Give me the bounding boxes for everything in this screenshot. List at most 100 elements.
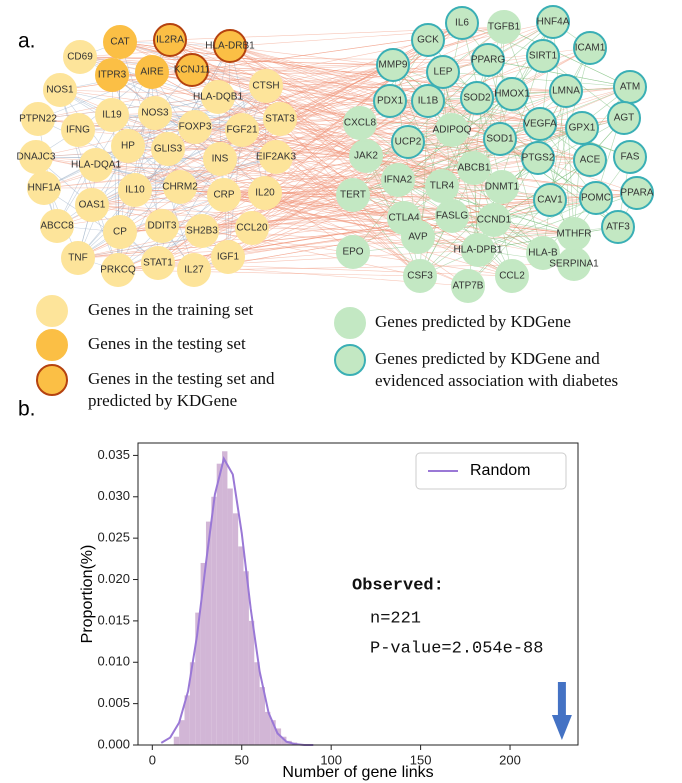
edge [442, 71, 631, 88]
edge [194, 126, 575, 265]
gene-node [435, 113, 469, 147]
gene-label: GLIS3 [154, 144, 183, 155]
gene-node [163, 170, 197, 204]
gene-node [178, 110, 212, 144]
gene-node [411, 84, 445, 118]
gene-node [153, 23, 187, 57]
gene-label: CTLA4 [388, 213, 420, 224]
y-tick-label: 0.025 [97, 530, 130, 545]
gene-label: LMNA [552, 86, 580, 97]
gene-label: PRKCQ [100, 265, 136, 276]
gene-label: PTGS2 [522, 153, 555, 164]
gene-node [151, 132, 185, 166]
edge [201, 155, 367, 232]
gene-node [203, 142, 237, 176]
gene-node [211, 240, 245, 274]
gene-node [40, 209, 74, 243]
gene-node [411, 23, 445, 57]
gene-node [579, 181, 613, 215]
gene-label: FASLG [436, 211, 468, 222]
gene-label: HLA-DQB1 [193, 92, 243, 103]
gene-label: PPARG [471, 55, 505, 66]
hist-bar [270, 720, 276, 745]
edge [119, 41, 361, 124]
gene-label: OAS1 [79, 200, 106, 211]
network-legend: Genes in the training set Genes in the te… [36, 295, 618, 410]
edge [217, 96, 229, 258]
edge [565, 90, 575, 235]
edge [542, 55, 625, 119]
edge [229, 45, 361, 124]
edge [251, 194, 354, 229]
gene-node [601, 210, 635, 244]
edge [499, 86, 631, 140]
gene-label: LEP [434, 67, 453, 78]
gene-node [573, 143, 607, 177]
x-tick-label: 150 [410, 752, 432, 767]
gene-label: ABCB1 [458, 163, 491, 174]
gene-node [101, 253, 135, 287]
edge [487, 59, 631, 88]
panel-label: a. [18, 30, 36, 53]
edge [219, 26, 505, 160]
hist-bar [205, 521, 212, 745]
gene-node [63, 40, 97, 74]
legend-text: Genes predicted by KDGene [375, 312, 571, 331]
gene-label: POMC [581, 193, 611, 204]
gene-label: IL10 [125, 185, 145, 196]
gene-node [495, 77, 529, 111]
hist-bar [243, 571, 249, 745]
gene-node [95, 98, 129, 132]
gene-node [373, 84, 407, 118]
gene-label: CTSH [252, 81, 279, 92]
legend-text: predicted by KDGene [88, 391, 237, 410]
gene-node [461, 233, 495, 267]
gene-label: FGF21 [226, 125, 258, 136]
legend-swatch [36, 364, 68, 396]
hist-bar [232, 513, 239, 745]
gene-label: ACE [580, 155, 601, 166]
edge [35, 59, 489, 158]
gene-label: CSF3 [407, 271, 433, 282]
hist-bar [264, 711, 271, 745]
legend-swatch [334, 344, 366, 376]
gene-node [565, 111, 599, 145]
gene-label: GCK [417, 35, 439, 46]
gene-label: TGFB1 [488, 22, 521, 33]
gene-label: KCNJ11 [174, 65, 211, 76]
gene-label: HP [121, 141, 135, 152]
y-tick-label: 0.030 [97, 488, 130, 503]
gene-label: PTPN22 [19, 114, 57, 125]
edge [37, 118, 638, 194]
gene-label: AIRE [140, 67, 164, 78]
gene-node [613, 140, 647, 174]
legend-swatch [36, 295, 68, 327]
gene-label: STAT1 [143, 258, 173, 269]
y-tick-label: 0.000 [97, 736, 130, 751]
gene-label: ICAM1 [575, 43, 606, 54]
edge [503, 26, 631, 88]
gene-label: NOS3 [141, 108, 169, 119]
y-tick-label: 0.020 [97, 571, 130, 586]
gene-label: TLR4 [430, 181, 455, 192]
edge [229, 45, 591, 161]
gene-label: EIF2AK3 [256, 152, 296, 163]
gene-label: DNMT1 [485, 182, 520, 193]
gene-label: HNF1A [28, 183, 61, 194]
annotation-line: P-value=2.054e-88 [370, 639, 543, 658]
gene-label: DDIT3 [148, 221, 177, 232]
legend-text: Genes predicted by KDGene and [375, 349, 600, 368]
gene-label: MTHFR [557, 229, 592, 240]
legend-text: Genes in the testing set [88, 334, 246, 353]
gene-node [249, 69, 283, 103]
gene-label: AVP [408, 232, 428, 243]
gene-node [61, 113, 95, 147]
gene-node [533, 183, 567, 217]
gene-node [259, 140, 293, 174]
gene-label: INS [212, 154, 229, 165]
gene-node [263, 102, 297, 136]
edge [501, 117, 625, 188]
gene-label: CCL2 [499, 271, 525, 282]
hist-bar [211, 496, 217, 745]
gene-node [401, 220, 435, 254]
